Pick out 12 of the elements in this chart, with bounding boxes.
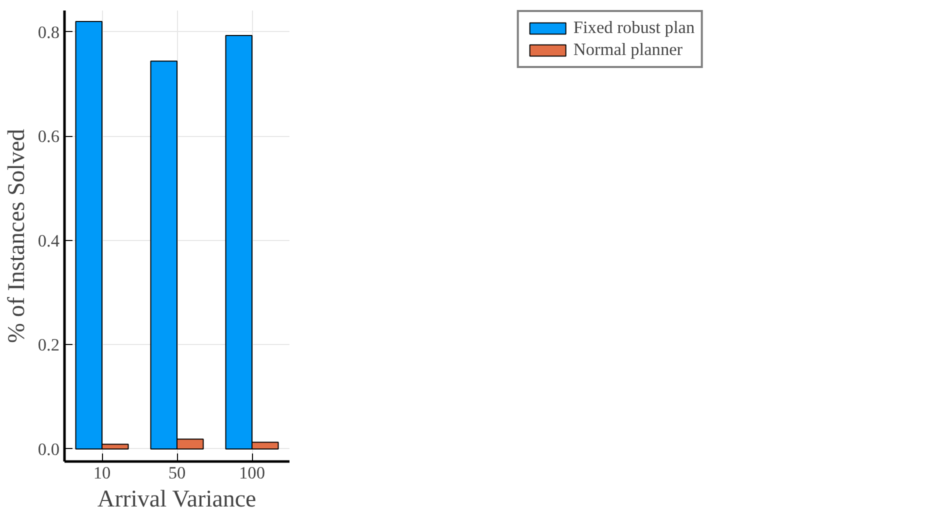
y-tick-label: 0.6 — [38, 127, 60, 146]
y-tick-label: 0.2 — [38, 336, 60, 355]
y-axis-title: % of Instances Solved — [4, 129, 30, 343]
legend-label: Fixed robust plan — [573, 18, 695, 38]
y-tick-label: 0.4 — [38, 231, 60, 250]
x-tick-label: 50 — [168, 464, 186, 482]
legend-label: Normal planner — [573, 40, 683, 60]
x-tick-label: 10 — [93, 464, 111, 482]
y-tick-label: 0.0 — [38, 440, 60, 459]
x-tick-label: 100 — [239, 464, 266, 482]
x-axis-title: Arrival Variance — [97, 486, 256, 512]
y-tick-label: 0.8 — [38, 22, 60, 42]
